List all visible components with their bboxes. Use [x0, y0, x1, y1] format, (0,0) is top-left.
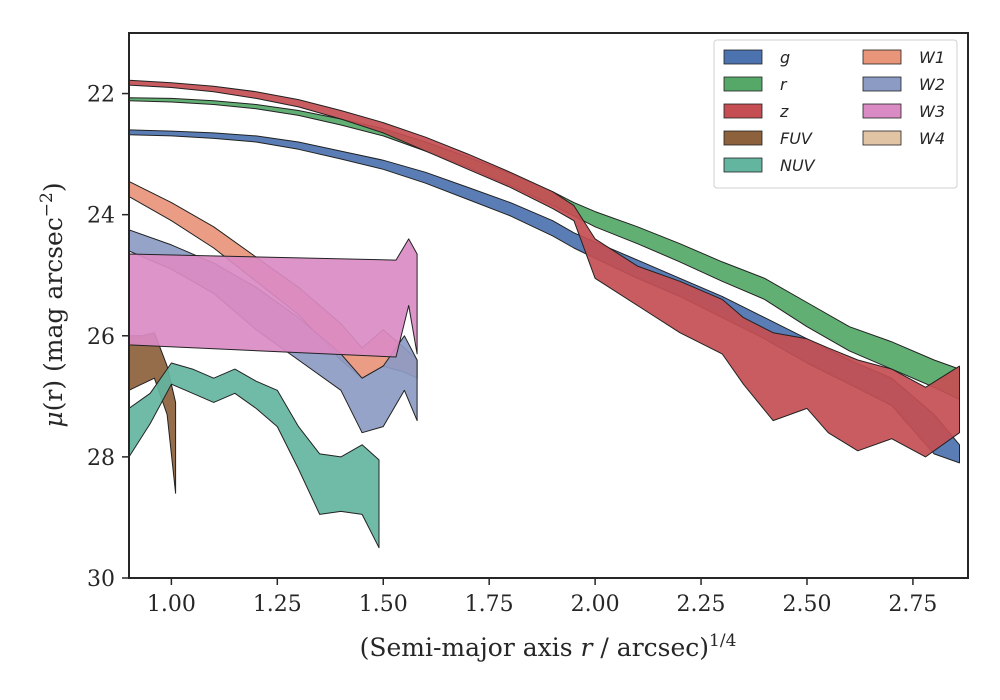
y-axis-label-var: μ: [39, 411, 68, 427]
y-tick-label: 24: [87, 204, 115, 229]
x-axis-label: (Semi-major axis r / arcsec)1/4: [360, 631, 737, 662]
legend-label-g: g: [780, 48, 790, 67]
legend-label-w1: W1: [919, 48, 945, 67]
legend-swatch-w1: [862, 49, 902, 65]
legend-swatch-g: [723, 49, 763, 65]
legend: grz FUV NUV W1 W2 W3 W4: [713, 39, 958, 189]
legend-label-w4: W4: [919, 129, 945, 148]
band-g: [129, 129, 960, 464]
x-tick-label: 1.50: [359, 592, 408, 617]
legend-label-z: z: [779, 102, 789, 121]
x-axis: 1.00 1.25 1.50 1.75 2.00 2.25 2.50 2.75: [147, 578, 937, 617]
x-axis-label-sup: 1/4: [709, 631, 736, 651]
x-tick-label: 2.00: [571, 592, 620, 617]
y-axis-label-sup: −2: [37, 192, 57, 217]
legend-swatch-w2: [862, 76, 902, 92]
y-tick-label: 28: [87, 446, 115, 471]
y-axis-label: μ(r) (mag arcsec−2): [37, 182, 68, 427]
legend-label-r: r: [780, 75, 788, 94]
legend-swatch-fuv: [723, 130, 763, 146]
x-tick-label: 1.25: [253, 592, 302, 617]
plot-area: [129, 79, 960, 549]
x-axis-label-open: (Semi-major axis: [360, 633, 581, 662]
y-tick-label: 22: [87, 83, 115, 108]
band-z: [129, 79, 960, 458]
plot-frame: [128, 32, 969, 579]
band-w3: [129, 238, 418, 358]
y-tick-label: 26: [87, 325, 115, 350]
legend-swatch-r: [723, 76, 763, 92]
legend-swatch-z: [723, 103, 763, 119]
x-axis-label-rest: / arcsec): [592, 633, 709, 662]
legend-label-w2: W2: [919, 75, 945, 94]
legend-swatch-w4: [862, 130, 902, 146]
legend-label-fuv: FUV: [780, 129, 813, 148]
x-tick-label: 2.25: [677, 592, 726, 617]
legend-swatch-nuv: [723, 157, 763, 173]
x-tick-label: 2.50: [782, 592, 831, 617]
band-nuv: [129, 362, 380, 549]
x-tick-label: 1.00: [147, 592, 196, 617]
x-tick-label: 1.75: [465, 592, 514, 617]
x-tick-label: 2.75: [888, 592, 937, 617]
x-axis-label-var: r: [581, 633, 595, 662]
legend-swatch-w3: [862, 103, 902, 119]
y-axis-label-close: ): [39, 182, 68, 192]
y-tick-label: 30: [87, 567, 115, 592]
y-axis-label-paren: (r): [39, 380, 68, 411]
legend-label-nuv: NUV: [780, 156, 816, 175]
y-axis: 22 24 26 28 30: [87, 83, 129, 592]
legend-label-w3: W3: [919, 102, 945, 121]
y-axis-label-rest: (mag arcsec: [39, 217, 68, 380]
